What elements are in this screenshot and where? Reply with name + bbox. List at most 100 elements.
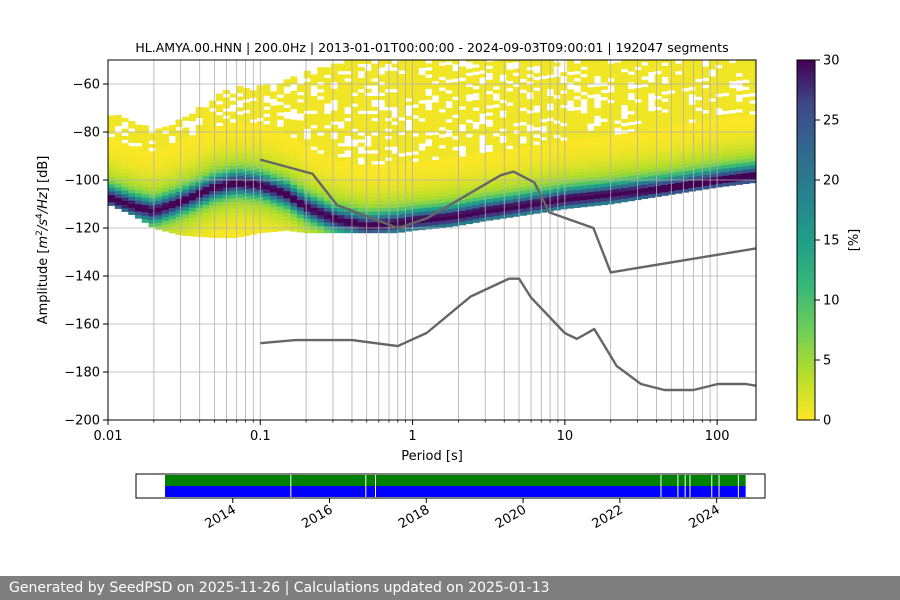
heatmap-cell: [128, 131, 136, 136]
heatmap-cell: [688, 155, 696, 160]
heatmap-cell: [162, 187, 170, 192]
heatmap-cell: [661, 137, 669, 142]
heatmap-cell: [297, 224, 305, 229]
heatmap-cell: [708, 61, 716, 66]
heatmap-cell: [364, 168, 372, 172]
heatmap-cell: [533, 123, 541, 128]
heatmap-cell: [486, 159, 494, 164]
heatmap-cell: [229, 234, 237, 238]
heatmap-cell: [405, 162, 413, 167]
heatmap-cell: [297, 203, 305, 208]
heatmap-cell: [425, 124, 433, 129]
heatmap-cell: [742, 140, 750, 145]
heatmap-cell: [182, 159, 190, 164]
heatmap-cell: [540, 179, 548, 184]
heatmap-cell: [567, 201, 575, 206]
heatmap-cell: [243, 214, 251, 219]
heatmap-cell: [634, 192, 642, 197]
heatmap-cell: [297, 88, 305, 93]
heatmap-cell: [168, 142, 176, 147]
heatmap-cell: [189, 142, 197, 147]
heatmap-cell: [114, 114, 122, 119]
heatmap-cell: [324, 182, 332, 187]
heatmap-cell: [209, 136, 217, 141]
heatmap-cell: [283, 223, 291, 228]
heatmap-cell: [155, 222, 163, 227]
heatmap-cell: [229, 133, 237, 138]
heatmap-cell: [634, 73, 642, 78]
heatmap-cell: [398, 210, 406, 215]
heatmap-cell: [108, 126, 116, 131]
heatmap-cell: [351, 106, 359, 111]
heatmap-cell: [695, 89, 703, 94]
heatmap-cell: [749, 114, 756, 119]
heatmap-cell: [452, 161, 460, 166]
heatmap-cell: [209, 226, 217, 231]
heatmap-cell: [405, 227, 413, 232]
heatmap-cell: [270, 163, 278, 168]
heatmap-cell: [344, 211, 352, 216]
heatmap-cell: [452, 85, 460, 90]
heatmap-cell: [506, 123, 514, 128]
heatmap-cell: [540, 176, 548, 181]
nhnm-curve: [259, 158, 756, 274]
heatmap-cell: [472, 164, 480, 169]
heatmap-cell: [459, 203, 467, 208]
heatmap-cell: [695, 92, 703, 97]
heatmap-cell: [688, 144, 696, 149]
heatmap-cell: [526, 196, 534, 201]
heatmap-cell: [236, 85, 244, 90]
heatmap-cell: [627, 114, 635, 119]
plot-area: [108, 60, 756, 420]
heatmap-cell: [182, 145, 190, 150]
heatmap-cell: [560, 111, 568, 116]
heatmap-cell: [681, 77, 689, 82]
heatmap-cell: [688, 75, 696, 80]
heatmap-cell: [357, 99, 365, 104]
heatmap-cell: [715, 96, 723, 101]
heatmap-cell: [627, 67, 635, 72]
heatmap-cell: [243, 221, 251, 226]
heatmap-cell: [141, 215, 149, 220]
heatmap-cell: [445, 158, 453, 163]
heatmap-cell: [162, 151, 170, 156]
heatmap-cell: [432, 195, 440, 200]
heatmap-cell: [236, 161, 244, 166]
heatmap-cell: [648, 64, 656, 69]
heatmap-cell: [681, 188, 689, 193]
heatmap-cell: [573, 146, 581, 151]
heatmap-cell: [492, 114, 500, 119]
heatmap-cell: [270, 152, 278, 157]
heatmap-cell: [391, 142, 399, 147]
heatmap-cell: [141, 172, 149, 177]
heatmap-cell: [540, 122, 548, 127]
heatmap-cell: [405, 177, 413, 182]
heatmap-cell: [735, 116, 743, 121]
heatmap-cell: [735, 162, 743, 167]
heatmap-cell: [702, 95, 710, 100]
heatmap-cell: [297, 109, 305, 114]
heatmap-cell: [330, 182, 338, 187]
heatmap-cell: [263, 156, 271, 161]
heatmap-cell: [378, 168, 386, 172]
heatmap-cell: [411, 190, 419, 195]
heatmap-cell: [391, 96, 399, 100]
heatmap-cell: [330, 74, 338, 79]
heatmap-cell: [148, 136, 156, 141]
heatmap-cell: [189, 203, 197, 208]
heatmap-cell: [553, 105, 561, 110]
heatmap-cell: [553, 199, 561, 204]
heatmap-cell: [621, 151, 629, 156]
heatmap-cell: [364, 182, 372, 187]
heatmap-cell: [364, 229, 372, 234]
heatmap-cell: [486, 209, 494, 214]
heatmap-cell: [202, 154, 210, 159]
heatmap-cell: [472, 211, 480, 216]
heatmap-cell: [418, 107, 426, 112]
heatmap-cell: [398, 149, 406, 154]
heatmap-cell: [735, 166, 743, 171]
heatmap-cell: [702, 131, 710, 136]
heatmap-cell: [344, 146, 352, 151]
heatmap-cell: [108, 137, 116, 142]
heatmap-cell: [189, 146, 197, 151]
